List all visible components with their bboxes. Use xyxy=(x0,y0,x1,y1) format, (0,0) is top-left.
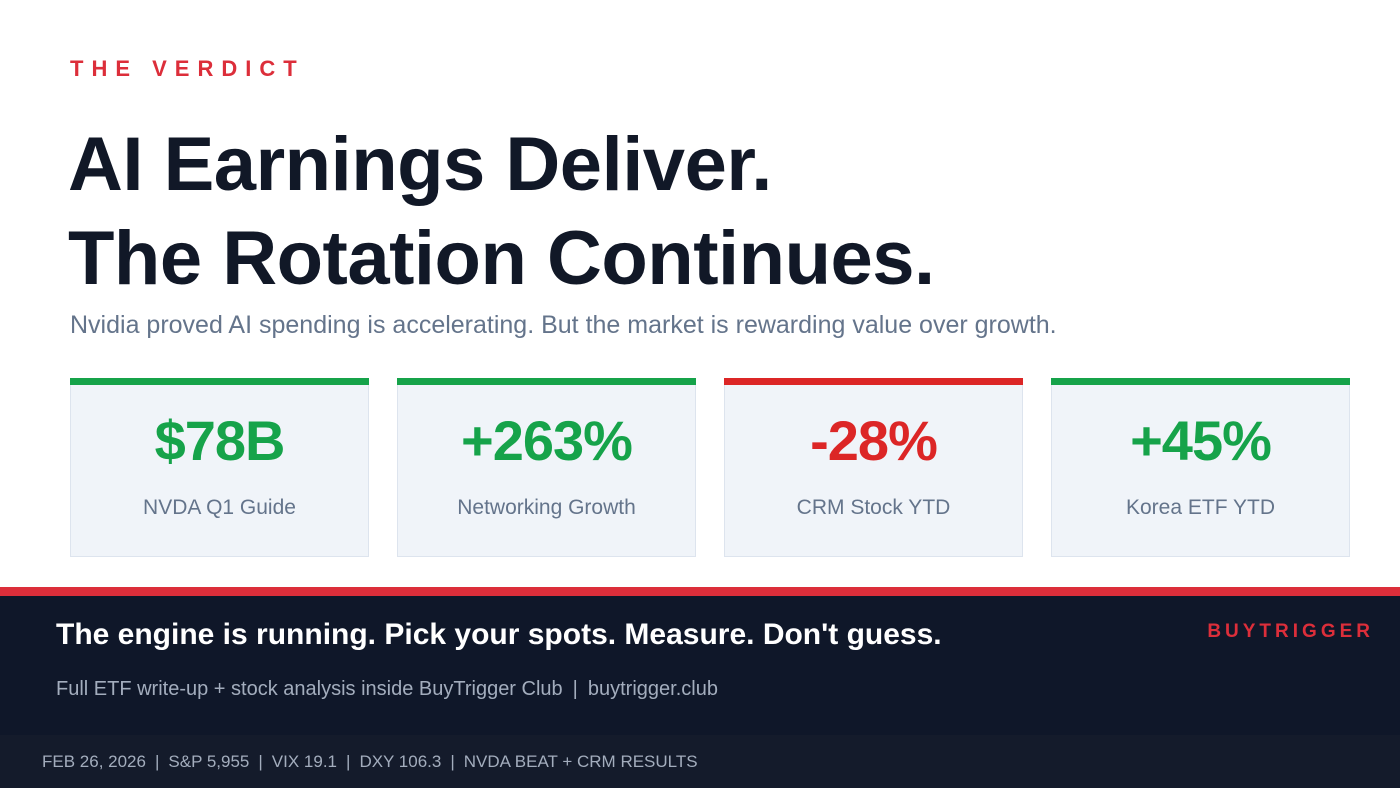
eyebrow-label: THE VERDICT xyxy=(70,56,305,81)
stat-cards: $78B NVDA Q1 Guide +263% Networking Grow… xyxy=(70,378,1350,557)
stat-value: -28% xyxy=(810,409,938,472)
stat-value: +45% xyxy=(1130,409,1272,472)
stat-value: $78B xyxy=(154,409,286,472)
stat-card-nvda-guide: $78B NVDA Q1 Guide xyxy=(70,378,369,557)
stat-card-accent-bar xyxy=(1051,378,1350,385)
headline-line-1: AI Earnings Deliver. xyxy=(68,122,772,207)
stat-card-crm-ytd: -28% CRM Stock YTD xyxy=(724,378,1023,557)
ticker-date: FEB 26, 2026 xyxy=(42,752,146,771)
ticker-separator: | xyxy=(450,752,455,771)
market-ticker-bar: FEB 26, 2026 | S&P 5,955 | VIX 19.1 | DXY 106.… xyxy=(0,735,1400,788)
ticker-vix: VIX 19.1 xyxy=(271,752,338,771)
cta-banner: The engine is running. Pick your spots. … xyxy=(0,596,1400,735)
ticker-sp500: S&P 5,955 xyxy=(168,752,250,771)
ticker-separator: | xyxy=(154,752,160,771)
banner-promo: Full ETF write-up + stock analysis insid… xyxy=(56,678,718,701)
stat-label: Networking Growth xyxy=(457,496,636,519)
ticker-separator: | xyxy=(346,752,351,771)
ticker-items: FEB 26, 2026 | S&P 5,955 | VIX 19.1 | DXY 106.… xyxy=(42,752,698,772)
stat-label: NVDA Q1 Guide xyxy=(143,496,296,519)
promo-text: Full ETF write-up + stock analysis insid… xyxy=(56,678,563,700)
stat-card-korea-etf: +45% Korea ETF YTD xyxy=(1051,378,1350,557)
stat-card-networking-growth: +263% Networking Growth xyxy=(397,378,696,557)
headline-line-2: The Rotation Continues. xyxy=(68,216,935,301)
headline: AI Earnings Deliver. The Rotation Contin… xyxy=(68,118,935,306)
stat-card-accent-bar xyxy=(70,378,369,385)
ticker-separator: | xyxy=(258,752,263,771)
banner-divider-stripe xyxy=(0,587,1400,596)
stat-label: CRM Stock YTD xyxy=(796,496,951,519)
promo-link[interactable]: buytrigger.club xyxy=(587,678,718,700)
ticker-headline: NVDA BEAT + CRM RESULTS xyxy=(463,752,698,771)
stat-label: Korea ETF YTD xyxy=(1126,496,1275,519)
stat-card-accent-bar xyxy=(724,378,1023,385)
stat-value: +263% xyxy=(461,409,633,472)
promo-separator: | xyxy=(572,678,578,700)
ticker-dxy: DXY 106.3 xyxy=(359,752,442,771)
stat-card-accent-bar xyxy=(397,378,696,385)
subheadline: Nvidia proved AI spending is acceleratin… xyxy=(70,311,1057,339)
brand-logo-text: BUYTRIGGER xyxy=(1207,621,1374,642)
banner-tagline: The engine is running. Pick your spots. … xyxy=(56,618,942,651)
